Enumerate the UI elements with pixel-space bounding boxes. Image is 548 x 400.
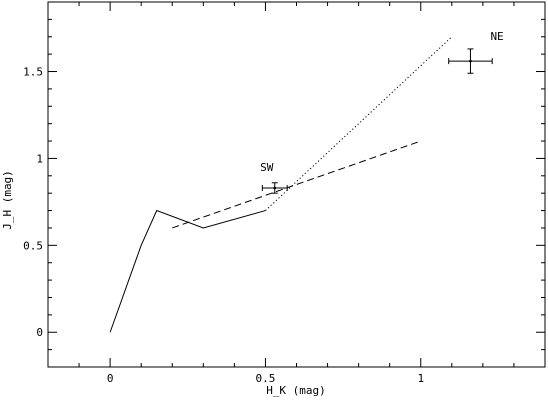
y-tick-label: 1 [36, 152, 43, 165]
y-tick-label: 0 [36, 326, 43, 339]
x-tick-label: 0 [107, 372, 114, 385]
axis-ticks: 0 0.5 1 0 0.5 1 1.5 [23, 1, 546, 385]
sw-point-label: SW [260, 161, 274, 174]
x-tick-label: 0.5 [256, 372, 276, 385]
points-layer: SW NE [260, 30, 504, 194]
dotted-series-line [265, 36, 453, 211]
x-tick-label: 1 [417, 372, 424, 385]
solid-series-line [109, 209, 266, 333]
sw-data-point [273, 186, 277, 190]
ne-point-label: NE [490, 30, 503, 43]
y-axis-label: J_H (mag) [1, 170, 14, 230]
series-layer [109, 36, 453, 333]
ne-data-point [469, 59, 472, 63]
y-tick-label: 1.5 [23, 66, 43, 79]
dashed-series-line [172, 140, 421, 229]
x-axis-label: H_K (mag) [266, 384, 326, 397]
y-tick-label: 0.5 [23, 239, 43, 252]
